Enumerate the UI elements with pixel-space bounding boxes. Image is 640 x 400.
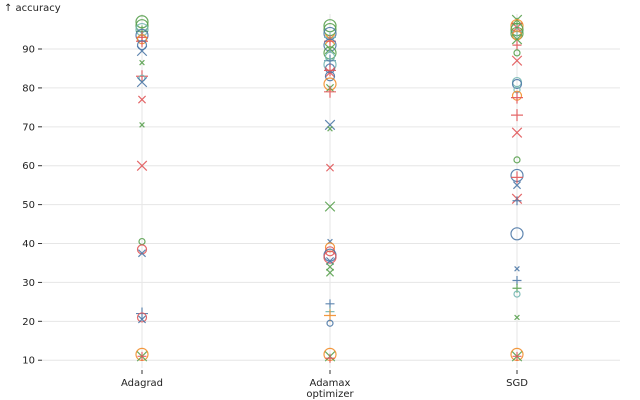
y-tick-label: 90 [22, 45, 35, 56]
data-point-cross [136, 76, 148, 88]
data-point-circle [510, 227, 524, 241]
data-point-cross [324, 201, 336, 212]
y-axis: 10 20 30 40 50 60 70 80 90 [22, 45, 42, 367]
data-point-plus [325, 299, 335, 309]
data-point-circle [513, 49, 521, 57]
data-point-plus [136, 70, 148, 83]
x-tick-label: Adagrad [121, 378, 163, 389]
data-point-cross [325, 268, 335, 277]
data-point-cross [325, 163, 335, 172]
y-tick-label: 50 [22, 200, 35, 211]
y-axis-title: ↑ accuracy [4, 3, 61, 14]
data-point-plus [324, 85, 336, 98]
data-point-circle [511, 78, 523, 90]
data-point-cross [139, 122, 145, 128]
data-point-cross [514, 265, 520, 272]
y-tick-label: 80 [22, 83, 35, 94]
data-point-plus [512, 351, 522, 361]
y-tick-label: 70 [22, 122, 35, 133]
data-point-cross [514, 314, 520, 321]
x-tick-label: Adamax [310, 378, 351, 389]
data-point-cross [511, 127, 523, 138]
data-point-circle [513, 156, 521, 164]
data-point-cross [137, 315, 147, 324]
data-point-plus [325, 353, 335, 363]
data-point-plus [136, 307, 148, 320]
data-point-circle [324, 242, 336, 253]
data-point-plus [511, 109, 523, 122]
data-point-cross [137, 249, 147, 258]
data-point-circle [323, 38, 337, 52]
data-point-cross [327, 125, 333, 132]
data-point-cross [136, 160, 148, 171]
data-point-plus [512, 196, 522, 206]
x-axis: Adagrad Adamax SGD [121, 370, 528, 389]
y-tick-label: 30 [22, 278, 35, 289]
data-point-circle [324, 71, 336, 82]
data-point-plus [136, 35, 148, 48]
data-point-plus [511, 171, 523, 184]
grid [42, 48, 620, 361]
data-point-cross [512, 181, 522, 190]
data-point-cross [511, 34, 523, 45]
data-point-circle [138, 74, 146, 82]
data-point-circle [326, 319, 334, 327]
data-point-cross [137, 95, 147, 104]
data-point-circle [323, 250, 337, 264]
data-points [135, 14, 524, 363]
data-point-plus [324, 309, 336, 322]
data-point-cross [325, 256, 335, 266]
y-tick-label: 60 [22, 161, 35, 172]
data-point-plus [137, 351, 147, 361]
data-point-plus [324, 64, 336, 77]
x-axis-title: optimizer [306, 389, 354, 400]
data-point-plus [512, 275, 522, 285]
data-point-circle [513, 290, 521, 298]
data-point-cross [324, 119, 336, 131]
x-tick-label: SGD [506, 378, 528, 389]
y-tick-label: 10 [22, 356, 35, 367]
data-point-circle [136, 40, 148, 51]
data-point-cross [324, 67, 336, 78]
y-tick-label: 40 [22, 239, 35, 250]
data-point-cross [324, 43, 336, 55]
data-point-cross [139, 59, 145, 66]
data-point-cross [136, 45, 148, 57]
y-tick-label: 20 [22, 317, 35, 328]
data-point-plus [512, 40, 522, 50]
data-point-cross [511, 55, 523, 66]
data-point-cross [325, 262, 335, 271]
data-point-plus [511, 91, 523, 104]
data-point-circle [136, 312, 148, 323]
